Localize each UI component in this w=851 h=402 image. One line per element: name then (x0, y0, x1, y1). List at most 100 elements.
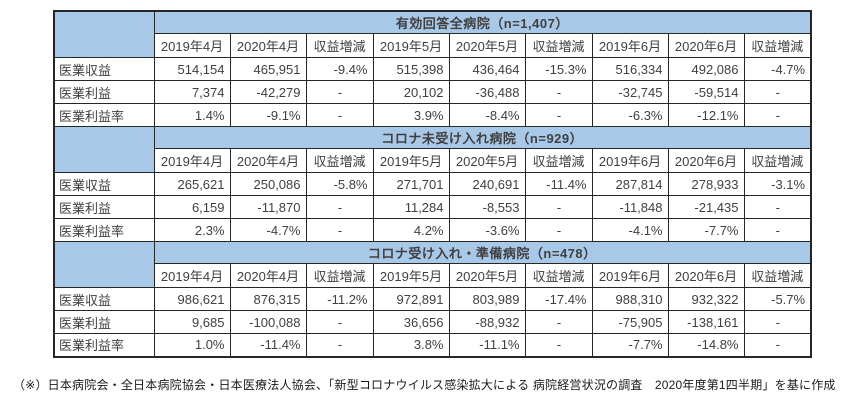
value-cell: -3.6% (448, 218, 526, 242)
value-cell: -11,848 (591, 195, 669, 219)
table-row: 医業利益 7,374 -42,279 - 20,102 -36,488 - -3… (53, 80, 812, 104)
value-cell: - (743, 195, 812, 219)
value-cell: 278,933 (667, 172, 745, 196)
value-cell: -3.1% (743, 172, 812, 196)
column-header: 2019年4月 (153, 33, 231, 58)
value-cell: - (524, 333, 593, 357)
value-cell: - (743, 218, 812, 242)
value-cell: 250,086 (229, 172, 307, 196)
value-cell: -11.1% (448, 333, 526, 357)
column-header: 2020年4月 (229, 148, 307, 173)
value-cell: 265,621 (153, 172, 231, 196)
value-cell: -17.4% (524, 287, 593, 311)
table-row: 医業収益 986,621 876,315 -11.2% 972,891 803,… (53, 287, 812, 311)
value-cell: 9,685 (153, 310, 231, 334)
source-footnote: （※）日本病院会・全日本病院協会・日本医療法人協会、「新型コロナウイルス感染拡大… (13, 378, 836, 392)
table-row: 医業利益 6,159 -11,870 - 11,284 -8,553 - -11… (53, 195, 812, 219)
value-cell: -14.8% (667, 333, 745, 357)
value-cell: - (305, 218, 374, 242)
value-cell: 876,315 (229, 287, 307, 311)
section-title-row: 有効回答全病院（n=1,407） (53, 10, 812, 58)
value-cell: -42,279 (229, 80, 307, 104)
value-cell: - (743, 103, 812, 127)
column-header-row: 2019年4月 2020年4月 収益増減 2019年5月 2020年5月 収益増… (54, 33, 812, 58)
section-title-row: コロナ未受け入れ病院（n=929） (53, 126, 812, 173)
value-cell: - (305, 103, 374, 127)
value-cell: -36,488 (448, 80, 526, 104)
value-cell: 516,334 (591, 57, 669, 81)
column-header: 2020年5月 (448, 148, 526, 173)
column-header: 収益増減 (305, 148, 374, 173)
table-row: 医業利益率 2.3% -4.7% - 4.2% -3.6% - -4.1% -7… (53, 218, 812, 242)
value-cell: -12.1% (667, 103, 745, 127)
column-header: 2020年6月 (667, 263, 745, 288)
table-row: 医業利益率 1.4% -9.1% - 3.9% -8.4% - -6.3% -1… (53, 103, 812, 127)
row-label: 医業利益率 (53, 218, 155, 242)
row-label: 医業利益 (53, 195, 155, 219)
value-cell: 287,814 (591, 172, 669, 196)
row-label: 医業利益率 (53, 103, 155, 127)
column-header: 収益増減 (305, 33, 374, 58)
value-cell: 6,159 (153, 195, 231, 219)
table-row: 医業収益 514,154 465,951 -9.4% 515,398 436,4… (53, 57, 812, 81)
value-cell: -7.7% (667, 218, 745, 242)
value-cell: 514,154 (153, 57, 231, 81)
section-title: コロナ受け入れ・準備病院（n=478） (153, 241, 812, 264)
value-cell: -9.1% (229, 103, 307, 127)
value-cell: 3.8% (372, 333, 450, 357)
section-title: コロナ未受け入れ病院（n=929） (153, 126, 812, 149)
value-cell: 1.4% (153, 103, 231, 127)
value-cell: 988,310 (591, 287, 669, 311)
value-cell: -138,161 (667, 310, 745, 334)
corner-cell (53, 10, 155, 58)
row-label: 医業収益 (53, 172, 155, 196)
table-row: 医業利益率 1.0% -11.4% - 3.8% -11.1% - -7.7% … (53, 333, 812, 357)
value-cell: -75,905 (591, 310, 669, 334)
value-cell: -8.4% (448, 103, 526, 127)
column-header: 2019年6月 (591, 148, 669, 173)
value-cell: -9.4% (305, 57, 374, 81)
value-cell: -88,932 (448, 310, 526, 334)
value-cell: -15.3% (524, 57, 593, 81)
value-cell: - (305, 310, 374, 334)
value-cell: 972,891 (372, 287, 450, 311)
value-cell: 11,284 (372, 195, 450, 219)
column-header: 2020年6月 (667, 148, 745, 173)
column-header: 2019年5月 (372, 148, 450, 173)
value-cell: -4.7% (229, 218, 307, 242)
column-header: 2020年5月 (448, 33, 526, 58)
column-header: 2019年5月 (372, 263, 450, 288)
column-header: 収益増減 (743, 33, 812, 58)
value-cell: -4.1% (591, 218, 669, 242)
value-cell: - (305, 333, 374, 357)
column-header: 収益増減 (524, 33, 593, 58)
value-cell: -5.7% (743, 287, 812, 311)
value-cell: -32,745 (591, 80, 669, 104)
value-cell: 986,621 (153, 287, 231, 311)
column-header: 2019年4月 (153, 148, 231, 173)
corner-cell (53, 126, 155, 173)
value-cell: -5.8% (305, 172, 374, 196)
value-cell: 1.0% (153, 333, 231, 357)
value-cell: 3.9% (372, 103, 450, 127)
value-cell: 932,322 (667, 287, 745, 311)
value-cell: - (524, 80, 593, 104)
row-label: 医業利益率 (53, 333, 155, 357)
column-header: 2020年4月 (229, 263, 307, 288)
value-cell: - (743, 333, 812, 357)
section-title: 有効回答全病院（n=1,407） (153, 10, 812, 34)
table-row: 医業収益 265,621 250,086 -5.8% 271,701 240,6… (53, 172, 812, 196)
value-cell: 36,656 (372, 310, 450, 334)
value-cell: -8,553 (448, 195, 526, 219)
value-cell: -11,870 (229, 195, 307, 219)
value-cell: 20,102 (372, 80, 450, 104)
value-cell: - (524, 218, 593, 242)
column-header: 2020年6月 (667, 33, 745, 58)
value-cell: - (524, 103, 593, 127)
value-cell: - (743, 310, 812, 334)
column-header: 2019年4月 (153, 263, 231, 288)
value-cell: -11.4% (524, 172, 593, 196)
value-cell: 492,086 (667, 57, 745, 81)
column-header: 2019年6月 (591, 33, 669, 58)
